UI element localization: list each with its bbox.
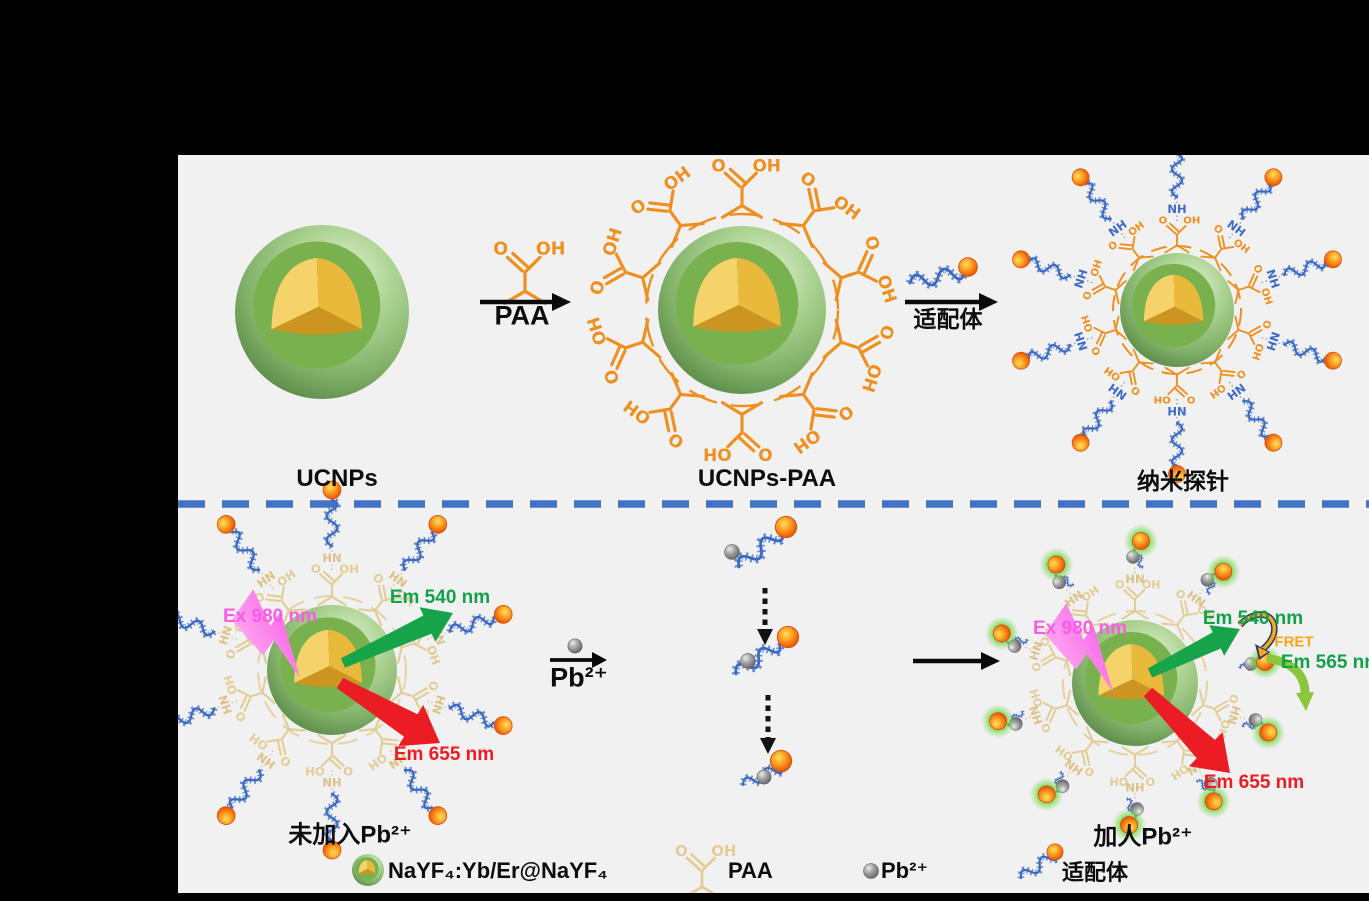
fret-transfer-arrow — [1237, 611, 1278, 660]
em655-label-right: Em 655 nm — [1203, 772, 1305, 793]
em540-arrow-right — [1147, 625, 1240, 678]
aptamer-pb-stage-3 — [741, 749, 793, 789]
aptamer-pb-stage-1 — [724, 515, 798, 572]
legend-pb-label: Pb²⁺ — [881, 858, 929, 883]
paa-arrow-label: PAA — [494, 300, 550, 331]
probe-with-pb — [976, 524, 1314, 842]
ex980-label-right: Ex 980 nm — [1033, 618, 1127, 639]
legend-aptamer-icon — [1018, 843, 1064, 882]
figure-canvas: O OH NH HN — [178, 155, 1369, 893]
probe-without-pb — [178, 481, 520, 859]
em540-arrow-left — [340, 607, 453, 668]
caption-without-pb: 未加入Pb²⁺ — [288, 821, 412, 849]
em655-arrow-right — [1143, 687, 1230, 773]
ucnps-label: UCNPs — [296, 465, 378, 492]
result-arrow — [913, 652, 1000, 670]
pb-arrow-label: Pb²⁺ — [550, 662, 608, 693]
em655-label-left: Em 655 nm — [393, 744, 495, 765]
ucnps-particle — [235, 225, 409, 399]
nanoprobe-label: 纳米探针 — [1137, 468, 1229, 494]
aptamer-arrow-label: 适配体 — [913, 306, 983, 332]
em540-label-left: Em 540 nm — [389, 587, 491, 608]
fret-label: FRET — [1274, 633, 1314, 651]
em565-label: Em 565 nm — [1280, 652, 1369, 673]
caption-with-pb: 加人Pb²⁺ — [1093, 823, 1193, 851]
em655-arrow-left — [336, 677, 440, 747]
legend-nanoparticle-icon — [352, 854, 384, 886]
legend-aptamer-label: 适配体 — [1062, 860, 1129, 885]
ucnps-paa-label: UCNPs-PAA — [697, 465, 837, 492]
legend-paa-label: PAA — [728, 858, 773, 883]
legend-pb-icon — [863, 863, 879, 879]
em565-arrow — [1266, 654, 1314, 711]
aptamer-pb-binding-sequence — [724, 515, 800, 789]
ex980-label-left: Ex 980 nm — [223, 606, 317, 627]
nanoprobe-particle — [1006, 155, 1349, 483]
paa-reaction-arrow — [480, 237, 571, 311]
figure-graphics: O OH NH HN — [178, 155, 1369, 893]
em540-label-right: Em 540 nm — [1202, 608, 1304, 629]
pb-addition-arrow — [550, 638, 607, 668]
aptamer-reaction-arrow — [905, 257, 998, 311]
legend-nanoparticle-label: NaYF₄:Yb/Er@NaYF₄ — [388, 858, 608, 883]
ucnps-paa-particle — [581, 155, 903, 467]
